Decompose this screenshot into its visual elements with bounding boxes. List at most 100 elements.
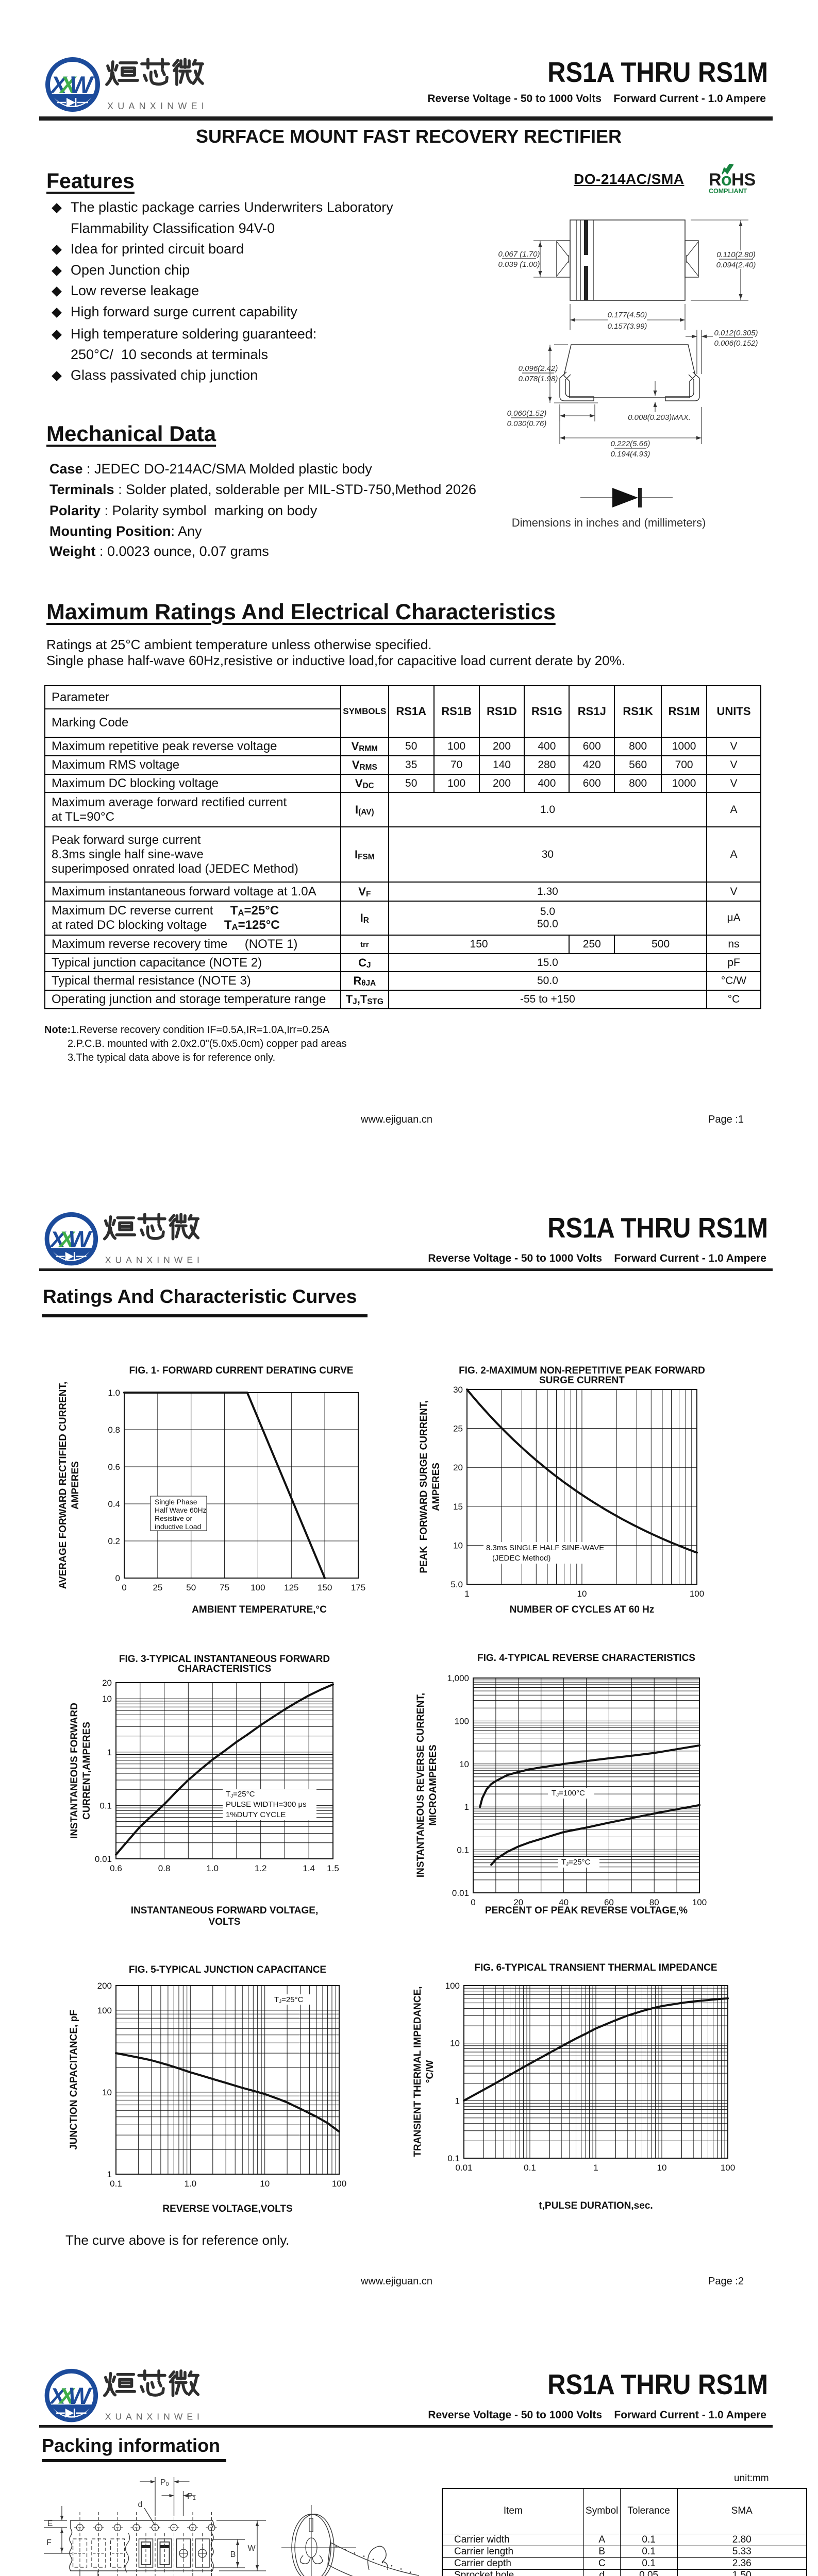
svg-text:PERCENT OF PEAK REVERSE VOLTAG: PERCENT OF PEAK REVERSE VOLTAGE,% (485, 1905, 688, 1916)
svg-text:R: R (709, 170, 722, 190)
svg-text:XUANXINWEI: XUANXINWEI (107, 101, 208, 111)
svg-text:0: 0 (122, 1583, 126, 1592)
svg-text:P1: P1 (187, 2492, 196, 2501)
svg-text:1: 1 (593, 2163, 598, 2173)
svg-text:X: X (48, 2383, 66, 2409)
svg-text:100: 100 (251, 1583, 265, 1592)
svg-text:0: 0 (115, 1573, 120, 1583)
svg-text:1.0: 1.0 (108, 1388, 120, 1398)
svg-text:0.039 (1.00): 0.039 (1.00) (498, 260, 540, 269)
svg-text:10: 10 (102, 1694, 112, 1704)
svg-text:20: 20 (453, 1463, 463, 1472)
svg-text:0.8: 0.8 (108, 1425, 120, 1435)
svg-text:100: 100 (692, 1897, 707, 1907)
svg-text:REVERSE VOLTAGE,VOLTS: REVERSE VOLTAGE,VOLTS (162, 2204, 292, 2214)
svg-text:0.4: 0.4 (108, 1499, 120, 1509)
svg-text:10: 10 (450, 2039, 460, 2048)
svg-text:0.8: 0.8 (158, 1863, 171, 1873)
svg-text:X: X (58, 1227, 76, 1252)
svg-text:0.177(4.50): 0.177(4.50) (608, 311, 647, 319)
svg-text:50: 50 (186, 1583, 196, 1592)
svg-text:150: 150 (318, 1583, 332, 1592)
svg-text:100: 100 (332, 2179, 346, 2189)
svg-text:0.006(0.152): 0.006(0.152) (714, 339, 758, 348)
svg-text:PULSE WIDTH=300 μs: PULSE WIDTH=300 μs (226, 1800, 307, 1809)
svg-text:10: 10 (577, 1589, 587, 1599)
svg-text:8.3ms SINGLE HALF SINE-WAVE: 8.3ms SINGLE HALF SINE-WAVE (486, 1544, 604, 1552)
svg-text:F: F (46, 2538, 52, 2547)
svg-text:25: 25 (153, 1583, 162, 1592)
svg-text:PEAK FORWARD SURGE CURRENT,: PEAK FORWARD SURGE CURRENT, (419, 1400, 429, 1573)
svg-text:TJ=25°C: TJ=25°C (561, 1858, 591, 1867)
svg-text:t,PULSE DURATION,sec.: t,PULSE DURATION,sec. (539, 2200, 653, 2211)
svg-text:100: 100 (721, 2163, 735, 2173)
svg-text:175: 175 (351, 1583, 365, 1592)
svg-text:CURRENT,AMPERES: CURRENT,AMPERES (81, 1722, 92, 1820)
svg-text:20: 20 (513, 1897, 523, 1907)
svg-text:INSTANTANEOUS REVERSE CURRENT,: INSTANTANEOUS REVERSE CURRENT, (415, 1693, 426, 1877)
svg-text:0: 0 (471, 1897, 475, 1907)
svg-text:10: 10 (657, 2163, 667, 2173)
svg-text:200: 200 (97, 1981, 112, 1991)
svg-text:10: 10 (260, 2179, 270, 2189)
svg-text:(JEDEC Method): (JEDEC Method) (492, 1554, 550, 1563)
svg-text:0.030(0.76): 0.030(0.76) (507, 419, 547, 428)
svg-text:1.5: 1.5 (327, 1863, 339, 1873)
svg-text:0.067 (1.70): 0.067 (1.70) (498, 250, 540, 259)
svg-text:1,000: 1,000 (447, 1673, 469, 1683)
svg-text:TJ=100°C: TJ=100°C (552, 1789, 585, 1798)
svg-text:0.1: 0.1 (447, 2154, 460, 2163)
svg-text:FIG. 4-TYPICAL REVERSE CHARACT: FIG. 4-TYPICAL REVERSE CHARACTERISTICS (477, 1653, 695, 1664)
svg-text:0.01: 0.01 (452, 1888, 469, 1898)
svg-text:100: 100 (97, 2006, 112, 2015)
svg-text:TJ=25°C: TJ=25°C (274, 1995, 304, 2005)
svg-text:B: B (230, 2550, 236, 2559)
svg-text:0.1: 0.1 (457, 1845, 469, 1855)
svg-text:AVERAGE FORWARD RECTIFIED CURR: AVERAGE FORWARD RECTIFIED CURRENT, (58, 1382, 69, 1589)
svg-text:TRANSIENT THERMAL IMPEDANCE,: TRANSIENT THERMAL IMPEDANCE, (412, 1986, 423, 2157)
svg-text:XUANXINWEI: XUANXINWEI (105, 1255, 204, 1265)
svg-text:20: 20 (102, 1678, 112, 1688)
svg-text:TJ=25°C: TJ=25°C (226, 1790, 255, 1799)
svg-text:0.157(3.99): 0.157(3.99) (608, 322, 647, 331)
svg-text:100: 100 (690, 1589, 704, 1599)
svg-text:100: 100 (455, 1716, 469, 1726)
svg-text:FIG. 5-TYPICAL JUNCTION CAPACI: FIG. 5-TYPICAL JUNCTION CAPACITANCE (129, 1964, 326, 1975)
svg-text:125: 125 (284, 1583, 298, 1592)
svg-text:INSTANTANEOUS FORWARD VOLTAGE,: INSTANTANEOUS FORWARD VOLTAGE, (131, 1905, 318, 1916)
svg-text:E: E (47, 2519, 53, 2528)
svg-text:0.110(2.80): 0.110(2.80) (716, 250, 756, 259)
svg-text:0.222(5.66): 0.222(5.66) (611, 439, 650, 448)
svg-text:0.1: 0.1 (99, 1801, 112, 1810)
svg-text:10: 10 (102, 2088, 112, 2097)
svg-text:CHARACTERISTICS: CHARACTERISTICS (178, 1664, 272, 1674)
svg-text:5.0: 5.0 (450, 1580, 463, 1589)
svg-text:o: o (721, 170, 732, 190)
svg-text:Resistive or: Resistive or (155, 1514, 192, 1522)
svg-text:XUANXINWEI: XUANXINWEI (105, 2412, 204, 2422)
svg-text:1.0: 1.0 (206, 1863, 219, 1873)
svg-text:1: 1 (107, 1748, 112, 1757)
svg-text:1.2: 1.2 (255, 1863, 267, 1873)
svg-text:HS: HS (731, 170, 756, 190)
svg-text:W: W (247, 2544, 256, 2553)
svg-text:X: X (59, 72, 77, 98)
svg-text:1.4: 1.4 (303, 1863, 315, 1873)
svg-text:X: X (48, 1227, 66, 1252)
svg-text:0.008(0.203)MAX.: 0.008(0.203)MAX. (628, 413, 691, 422)
svg-text:1: 1 (464, 1802, 469, 1812)
svg-text:SURGE CURRENT: SURGE CURRENT (539, 1375, 625, 1386)
svg-text:COMPLIANT: COMPLIANT (709, 188, 747, 195)
svg-text:d: d (138, 2500, 143, 2509)
svg-text:Dimensions in inches and (mill: Dimensions in inches and (millimeters) (512, 516, 706, 529)
svg-text:0.6: 0.6 (110, 1863, 122, 1873)
svg-text:40: 40 (559, 1897, 569, 1907)
svg-text:1%DUTY CYCLE: 1%DUTY CYCLE (226, 1810, 286, 1819)
svg-text:1: 1 (107, 2170, 112, 2179)
svg-text:0.078(1.98): 0.078(1.98) (519, 375, 558, 383)
svg-text:25: 25 (453, 1424, 463, 1434)
svg-text:1: 1 (455, 2096, 460, 2106)
svg-text:Single Phase: Single Phase (155, 1498, 197, 1506)
svg-text:0.01: 0.01 (95, 1854, 112, 1864)
svg-text:15: 15 (453, 1502, 463, 1512)
